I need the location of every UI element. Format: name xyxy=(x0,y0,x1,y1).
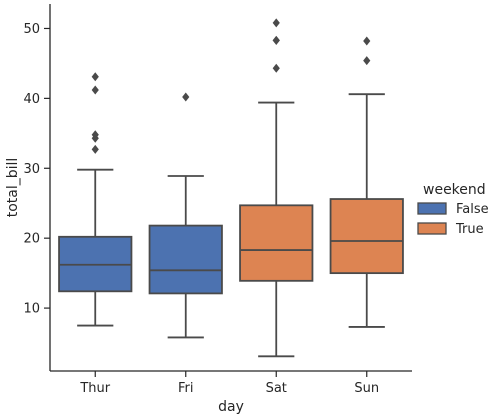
outlier-point xyxy=(272,63,280,73)
y-axis-ticks: 10 20 30 40 50 xyxy=(23,22,50,317)
y-tick-label: 50 xyxy=(23,22,40,37)
box-fri xyxy=(148,92,223,339)
outlier-point xyxy=(272,18,280,28)
legend-swatch-false xyxy=(417,202,447,215)
outlier-point xyxy=(182,92,190,102)
box-thur xyxy=(58,72,133,327)
box-sat xyxy=(239,18,314,358)
x-axis-ticks: Thur Fri Sat Sun xyxy=(79,371,379,396)
outlier-point xyxy=(272,35,280,45)
legend-title: weekend xyxy=(423,182,486,198)
outlier-point xyxy=(91,85,99,95)
box-iqr xyxy=(329,198,404,275)
box-iqr xyxy=(239,204,314,282)
y-axis-label: total_bill xyxy=(5,158,21,218)
y-tick-label: 30 xyxy=(23,162,40,177)
x-tick-label-sun: Sun xyxy=(354,381,379,396)
outlier-point xyxy=(363,36,371,46)
x-axis-label: day xyxy=(218,399,244,415)
plot-area xyxy=(58,18,404,358)
box-iqr xyxy=(148,224,223,295)
outlier-point xyxy=(91,72,99,82)
x-tick-label-sat: Sat xyxy=(266,381,287,396)
x-tick-label-thur: Thur xyxy=(79,381,110,396)
legend-swatch-true xyxy=(417,222,447,235)
x-tick-label-fri: Fri xyxy=(178,381,194,396)
legend-label-true: True xyxy=(455,222,484,237)
outlier-point xyxy=(91,144,99,154)
box-sun xyxy=(329,36,404,328)
y-tick-label: 10 xyxy=(23,302,40,317)
outlier-point xyxy=(363,56,371,66)
outlier-point xyxy=(91,130,99,140)
y-tick-label: 20 xyxy=(23,232,40,247)
y-tick-label: 40 xyxy=(23,92,40,107)
legend: weekend False True xyxy=(417,182,489,237)
legend-label-false: False xyxy=(456,202,489,217)
